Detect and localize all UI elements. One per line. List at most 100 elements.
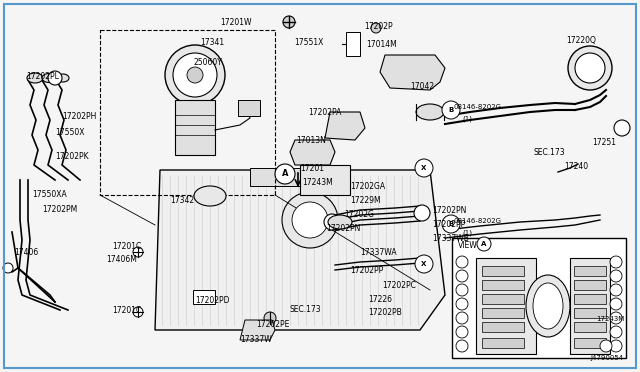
Text: X: X (421, 261, 427, 267)
Bar (482, 338, 524, 348)
Ellipse shape (328, 215, 352, 229)
Text: B: B (449, 107, 454, 113)
Bar (574, 266, 606, 276)
Bar (238, 100, 260, 116)
Circle shape (48, 71, 62, 85)
Bar (482, 308, 524, 318)
Text: 17201W: 17201W (220, 18, 252, 27)
Text: 17202PM: 17202PM (42, 205, 77, 214)
Text: X: X (421, 165, 427, 171)
Text: 17201: 17201 (300, 164, 324, 173)
Text: 17202GA: 17202GA (350, 182, 385, 191)
Text: 17202PL: 17202PL (26, 72, 59, 81)
Text: 17202PC: 17202PC (382, 281, 416, 290)
Circle shape (415, 159, 433, 177)
Polygon shape (155, 170, 445, 330)
Bar (574, 294, 606, 304)
Ellipse shape (27, 73, 43, 83)
Text: 17202PE: 17202PE (256, 320, 289, 329)
Text: 17042: 17042 (410, 82, 434, 91)
Circle shape (600, 340, 612, 352)
Ellipse shape (194, 186, 226, 206)
Circle shape (610, 326, 622, 338)
Circle shape (442, 101, 460, 119)
Text: (1): (1) (462, 230, 472, 237)
Circle shape (575, 53, 605, 83)
Ellipse shape (526, 275, 570, 337)
Circle shape (456, 312, 468, 324)
Text: B: B (449, 221, 454, 227)
Text: 17337WA: 17337WA (360, 248, 397, 257)
Circle shape (165, 45, 225, 105)
Text: 17202PA: 17202PA (308, 108, 341, 117)
Circle shape (264, 312, 276, 324)
Circle shape (610, 270, 622, 282)
Text: A: A (282, 170, 288, 179)
Circle shape (275, 164, 295, 184)
Text: 17202G: 17202G (344, 210, 374, 219)
Bar (300, 165, 350, 195)
Circle shape (456, 284, 468, 296)
Text: 17551X: 17551X (294, 38, 323, 47)
Text: 17202PB: 17202PB (368, 308, 402, 317)
Text: 25060Y: 25060Y (193, 58, 222, 67)
Text: 17013N: 17013N (296, 136, 326, 145)
Bar (250, 168, 330, 186)
Text: J4790054: J4790054 (590, 355, 623, 361)
Bar (482, 294, 524, 304)
Circle shape (187, 67, 203, 83)
Circle shape (610, 284, 622, 296)
Circle shape (282, 192, 338, 248)
Circle shape (415, 255, 433, 273)
Text: 17202PD: 17202PD (195, 296, 230, 305)
Polygon shape (325, 112, 365, 140)
Circle shape (173, 53, 217, 97)
Text: VIEW: VIEW (458, 241, 477, 250)
Text: 17341: 17341 (200, 38, 224, 47)
Circle shape (414, 205, 430, 221)
Circle shape (568, 46, 612, 90)
Bar (193, 290, 215, 304)
Circle shape (133, 247, 143, 257)
Bar (574, 338, 606, 348)
Ellipse shape (416, 104, 444, 120)
Text: 17202PN: 17202PN (326, 224, 360, 233)
Text: 17240: 17240 (564, 162, 588, 171)
Circle shape (610, 340, 622, 352)
Text: 17229M: 17229M (350, 196, 381, 205)
Text: 17202PP: 17202PP (432, 220, 465, 229)
Text: 17014M: 17014M (366, 40, 397, 49)
Circle shape (133, 307, 143, 317)
Text: 17220Q: 17220Q (566, 36, 596, 45)
Circle shape (456, 270, 468, 282)
Circle shape (610, 312, 622, 324)
Text: 17337WB: 17337WB (432, 234, 469, 243)
Text: 17243M: 17243M (596, 316, 624, 322)
Text: 17202PN: 17202PN (432, 206, 467, 215)
Bar (452, 238, 626, 358)
Circle shape (371, 23, 381, 33)
Polygon shape (240, 320, 275, 340)
Text: 17243M: 17243M (302, 178, 333, 187)
Circle shape (456, 298, 468, 310)
Circle shape (610, 256, 622, 268)
Circle shape (442, 215, 460, 233)
Circle shape (610, 298, 622, 310)
Text: 17337W: 17337W (240, 335, 272, 344)
Circle shape (614, 120, 630, 136)
Text: SEC.173: SEC.173 (290, 305, 322, 314)
Text: 17251: 17251 (592, 138, 616, 147)
Circle shape (292, 202, 328, 238)
Polygon shape (290, 140, 335, 165)
Text: SEC.173: SEC.173 (534, 148, 566, 157)
Bar (476, 258, 536, 354)
Text: 17342: 17342 (170, 196, 194, 205)
Bar (175, 100, 215, 155)
Text: 17202PK: 17202PK (55, 152, 88, 161)
Polygon shape (380, 55, 445, 90)
Text: 17201C: 17201C (112, 242, 141, 251)
Text: 17550XA: 17550XA (32, 190, 67, 199)
Text: 08146-8202G: 08146-8202G (454, 218, 502, 224)
Circle shape (456, 256, 468, 268)
Text: 17202P: 17202P (364, 22, 392, 31)
